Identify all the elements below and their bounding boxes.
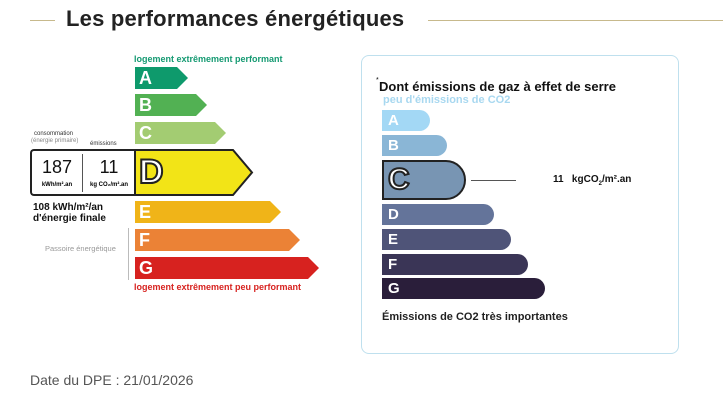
dpe-date: Date du DPE : 21/01/2026	[30, 372, 194, 388]
ges-unit-post: /m².an	[601, 174, 632, 185]
ges-unit: kgCO	[571, 174, 599, 185]
ges-value: 11	[553, 174, 564, 185]
energy-class-letter: A	[139, 68, 152, 88]
energy-class-c: C	[134, 121, 227, 145]
energy-class-a: A	[134, 66, 189, 90]
energy-class-letter: E	[139, 202, 152, 222]
energy-class-e: E	[134, 200, 282, 224]
energy-class-letter: B	[139, 95, 152, 115]
consumption-sub: (énergie primaire)	[31, 138, 79, 144]
title-rule-left	[30, 20, 55, 21]
ges-panel	[361, 55, 679, 354]
ges-class-letter: F	[388, 256, 398, 273]
ges-class-e: E	[382, 229, 511, 250]
ges-pointer-line	[471, 180, 516, 181]
final-energy-line2: d'énergie finale	[33, 213, 106, 224]
ges-class-c: C	[382, 160, 466, 200]
energy-class-letter: F	[139, 230, 150, 250]
title-rule-right	[428, 20, 723, 21]
ges-class-g: G	[382, 278, 545, 299]
ges-title: Dont émissions de gaz à effet de serre	[379, 79, 616, 94]
ges-class-letter: E	[388, 231, 399, 248]
passoire-label: Passoire énergétique	[45, 244, 116, 253]
energy-class-letter: C	[139, 123, 152, 143]
emissions-unit: kg CO₂/m².an	[89, 182, 128, 188]
energy-bottom-label: logement extrêmement peu performant	[134, 282, 302, 292]
consumption-value: 187	[41, 157, 73, 177]
ges-class-f: F	[382, 254, 528, 275]
value-box: 187 kWh/m².an 11 kg CO₂/m².an	[30, 149, 135, 196]
energy-class-d: D	[134, 149, 254, 196]
ges-class-letter: C	[387, 162, 411, 197]
consumption-label: consommation	[34, 131, 74, 137]
energy-class-f: F	[134, 228, 301, 252]
ges-bottom-label: Émissions de CO2 très importantes	[382, 311, 568, 323]
ges-class-letter: A	[388, 112, 399, 129]
ges-class-letter: D	[388, 206, 399, 223]
energy-top-label: logement extrêmement performant	[134, 54, 283, 64]
ges-class-letter: B	[388, 137, 399, 154]
passoire-divider	[128, 228, 129, 280]
energy-class-g: G	[134, 256, 320, 280]
page-title: Les performances énergétiques	[66, 6, 405, 31]
emissions-value: 11	[99, 157, 119, 177]
final-energy-line1: 108 kWh/m²/an	[33, 202, 104, 213]
ges-class-letter: G	[388, 280, 400, 297]
asterisk: *	[376, 77, 379, 84]
energy-class-b: B	[134, 93, 208, 117]
ges-class-a: A	[382, 110, 430, 131]
ges-class-d: D	[382, 204, 494, 225]
energy-class-letter: D	[138, 152, 165, 192]
consumption-unit: kWh/m².an	[41, 182, 73, 188]
ges-top-label: peu d'émissions de CO2	[383, 94, 511, 106]
ges-unit-sub: 2	[598, 181, 602, 187]
energy-class-letter: G	[139, 258, 154, 278]
ges-value-text: 11 kgCO2/m².an	[553, 174, 631, 187]
emissions-label: émissions	[90, 141, 117, 147]
ges-class-b: B	[382, 135, 447, 156]
